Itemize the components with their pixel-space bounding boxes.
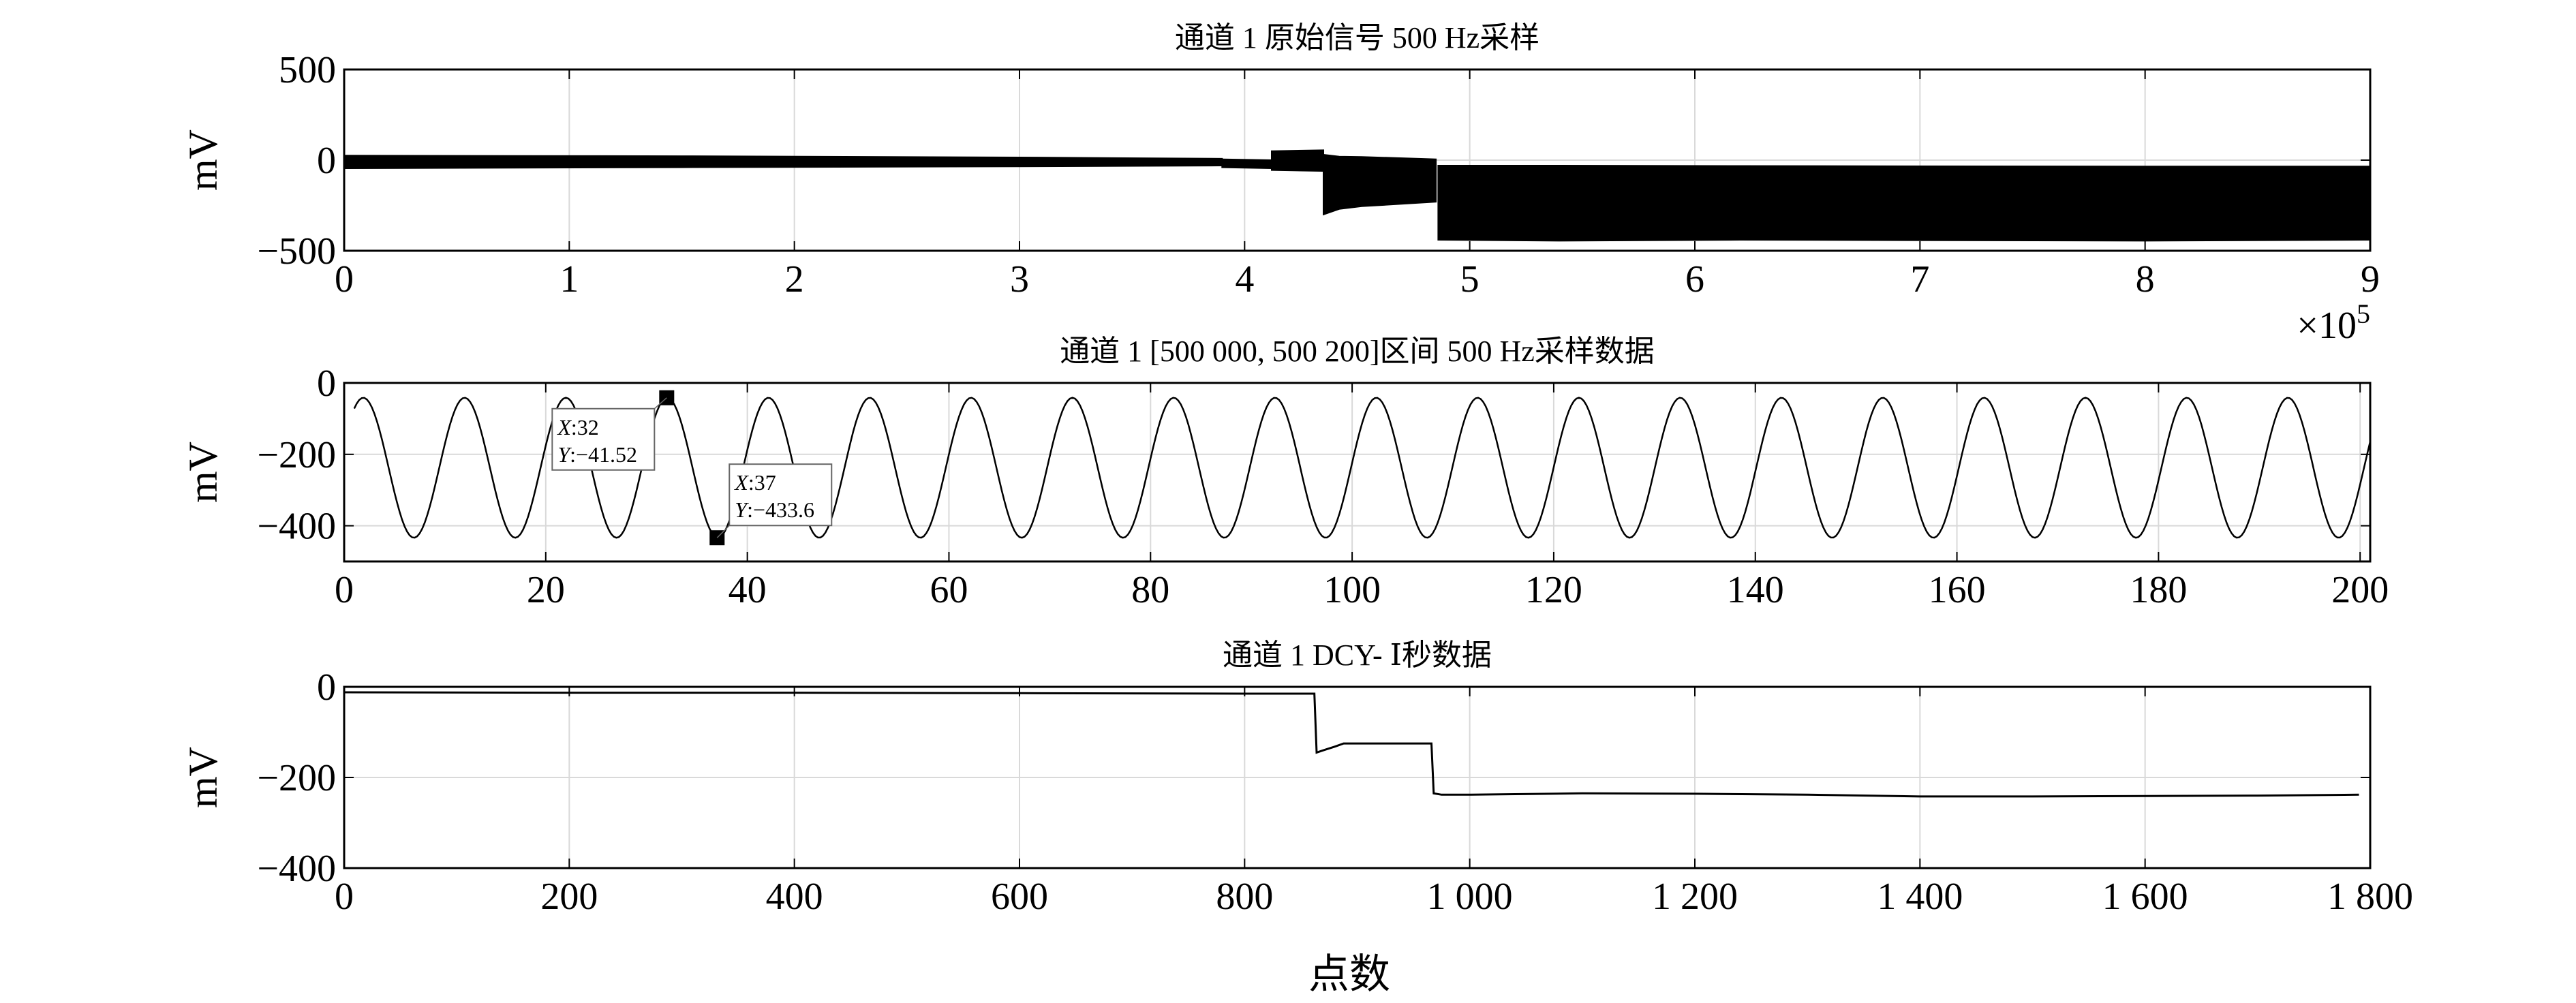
x-tick-label: 1 600 [2102, 876, 2188, 918]
y-tick-label: −200 [257, 757, 336, 799]
signal-band-segment [344, 155, 1223, 170]
x-tick-label: 1 000 [1427, 876, 1513, 918]
x-tick-label: 600 [991, 876, 1048, 918]
x-tick-label: 5 [1460, 258, 1479, 300]
y-tick-label: −400 [257, 848, 336, 890]
chart-title: 通道 1 DCY- Ⅰ秒数据 [1223, 638, 1492, 672]
chart-title: 通道 1 原始信号 500 Hz采样 [1175, 21, 1539, 55]
x-exponent-base: ×10 [2297, 305, 2357, 347]
x-exponent-label: ×105 [2297, 298, 2370, 347]
y-tick-label: −200 [257, 434, 336, 476]
series-group [353, 397, 2370, 539]
x-tick-label: 0 [335, 569, 354, 611]
series-line [344, 691, 2359, 798]
x-tick-label: 1 800 [2327, 876, 2413, 918]
x-tick-label: 400 [766, 876, 823, 918]
y-axis-label: mV [181, 129, 226, 191]
x-tick-label: 200 [540, 876, 598, 918]
y-tick-label: 0 [317, 140, 336, 182]
x-tick-label: 100 [1323, 569, 1381, 611]
x-tick-label: 200 [2331, 569, 2389, 611]
signal-band-segment [1323, 153, 1437, 216]
x-tick-label: 4 [1235, 258, 1254, 300]
x-tick-label: 800 [1216, 876, 1273, 918]
y-tick-label: 0 [317, 362, 336, 405]
x-tick-label: 60 [930, 569, 968, 611]
x-tick-label: 9 [2361, 258, 2380, 300]
x-tick-label: 160 [1929, 569, 1986, 611]
x-exponent-power: 5 [2357, 298, 2370, 329]
y-tick-label: 500 [279, 49, 336, 91]
panel-second-data: 通道 1 DCY- Ⅰ秒数据 0 200 400 600 800 1 000 1 200 1 4… [181, 638, 2413, 918]
x-tick-label: 7 [1910, 258, 1929, 300]
x-tick-label: 1 400 [1877, 876, 1963, 918]
datatip-x: X:32 [556, 415, 598, 439]
datatip-leader [654, 397, 667, 410]
x-tick-label: 1 [559, 258, 579, 300]
x-tick-label: 20 [527, 569, 565, 611]
signal-band-segment [1437, 165, 2370, 242]
y-axis-label: mV [181, 747, 226, 808]
x-tick-label: 40 [729, 569, 767, 611]
datatip-x: X:37 [733, 470, 776, 495]
datatip-leader [716, 525, 730, 538]
x-tick-label: 80 [1131, 569, 1169, 611]
x-tick-label: 6 [1685, 258, 1704, 300]
datatip-y: Y:−41.52 [557, 442, 637, 467]
chart-title: 通道 1 [500 000, 500 200]区间 500 Hz采样数据 [1060, 335, 1655, 368]
x-axis-label: 点数 [1308, 952, 1390, 997]
datatip-box [729, 463, 833, 527]
x-tick-label: 180 [2130, 569, 2187, 611]
datatip-box [551, 407, 656, 471]
y-tick-label: 0 [317, 666, 336, 709]
signal-band-segment [1271, 149, 1324, 172]
series-group [344, 691, 2359, 798]
signal-band-segment [1221, 158, 1272, 170]
series-line [353, 397, 2370, 539]
x-tick-label: 120 [1525, 569, 1582, 611]
axes-frame [343, 382, 2372, 563]
datatip-y: Y:−433.6 [735, 497, 814, 522]
x-tick-label: 0 [335, 258, 354, 300]
x-tick-label: 8 [2136, 258, 2155, 300]
panel-sampled-window: 通道 1 [500 000, 500 200]区间 500 Hz采样数据 0 20 4… [181, 335, 2389, 611]
x-tick-label: 140 [1727, 569, 1784, 611]
y-tick-label: −500 [257, 230, 336, 273]
y-axis-label: mV [181, 442, 226, 503]
x-tick-label: 2 [785, 258, 804, 300]
x-tick-label: 3 [1010, 258, 1029, 300]
series-group [344, 149, 2370, 242]
x-tick-label: 1 200 [1652, 876, 1738, 918]
x-tick-label: 0 [335, 876, 354, 918]
y-tick-label: −400 [257, 506, 336, 548]
